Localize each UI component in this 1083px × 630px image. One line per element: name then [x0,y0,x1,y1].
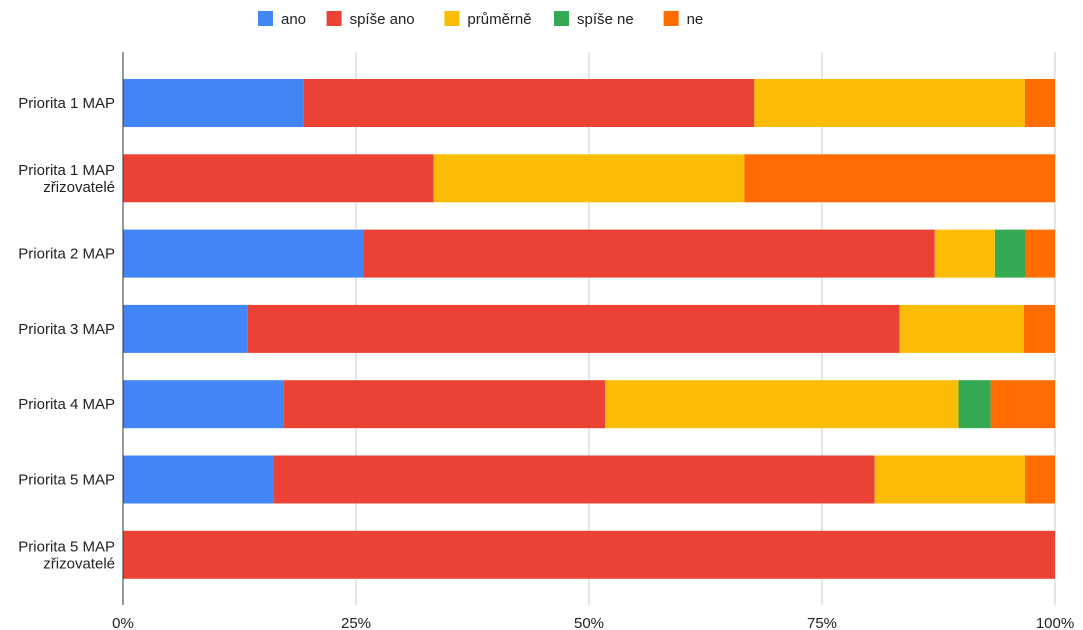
category-label: Priorita 5 MAP [18,538,115,555]
bar-segment-průměrně [899,304,1024,353]
bar-segment-ne [1023,304,1055,353]
bar-segment-spíše-ano [123,530,1055,579]
bar-segment-spíše-ano [273,455,875,504]
x-tick-label: 0% [112,615,134,630]
bar-segment-ne [1024,79,1055,127]
bar-segment-průměrně [874,455,1025,504]
category-label: zřizovatelé [43,179,115,196]
bar-segment-spíše-ne [958,380,991,429]
legend-swatch [326,11,342,26]
bar-segment-ano [123,380,284,429]
bar-segment-spíše-ano [247,304,900,353]
x-tick-label: 100% [1036,615,1074,630]
bar-segment-průměrně [934,229,995,278]
bar-segment-spíše-ano [283,380,606,429]
legend-swatch [444,11,460,26]
legend-swatch [554,11,569,26]
legend-swatch [258,11,273,26]
bar-segment-spíše-ne [994,229,1025,278]
legend-label: spíše ano [350,11,415,28]
x-tick-label: 75% [807,615,837,630]
bar-segment-průměrně [433,154,745,203]
bar-segment-spíše-ano [303,79,755,127]
bar-segment-ano [123,229,364,278]
legend-label: ano [281,11,306,28]
category-label: Priorita 1 MAP [18,162,115,179]
category-label: Priorita 5 MAP [18,472,115,489]
bar-segment-ne [1024,455,1055,504]
x-tick-label: 25% [341,615,371,630]
bar-segment-spíše-ano [363,229,935,278]
category-label: Priorita 4 MAP [18,396,115,413]
category-label: Priorita 2 MAP [18,246,115,263]
bar-segment-ne [990,380,1055,429]
bar-segment-spíše-ano [123,154,434,203]
bar-segment-ano [123,304,248,353]
x-tick-label: 50% [574,615,604,630]
bar-segment-průměrně [754,79,1025,127]
bar-segment-ne [1024,229,1055,278]
bar-segment-průměrně [605,380,959,429]
bar-segment-ne [744,154,1055,203]
category-label: Priorita 3 MAP [18,321,115,338]
legend-label: spíše ne [577,11,634,28]
bar-segment-ano [123,79,304,127]
category-label: zřizovatelé [43,555,115,572]
legend-swatch [663,11,679,26]
legend-label: průměrně [467,11,531,28]
legend-label: ne [687,11,704,28]
bar-segment-ano [123,455,274,504]
category-label: Priorita 1 MAP [18,95,115,112]
